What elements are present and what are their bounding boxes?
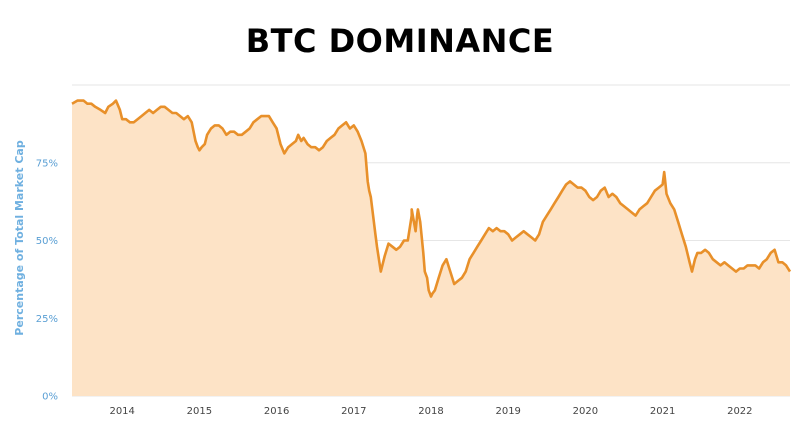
y-tick-label: 0% bbox=[42, 392, 58, 403]
x-tick-label: 2020 bbox=[573, 406, 598, 417]
x-tick-label: 2017 bbox=[341, 406, 366, 417]
y-axis-label: Percentage of Total Market Cap bbox=[13, 140, 26, 336]
x-tick-label: 2016 bbox=[264, 406, 289, 417]
x-tick-label: 2022 bbox=[727, 406, 752, 417]
x-tick-label: 2019 bbox=[495, 406, 520, 417]
x-tick-labels: 2014 2015 2016 2017 2018 2019 2020 2021 2022 bbox=[109, 406, 752, 417]
chart-title: BTC DOMINANCE bbox=[245, 22, 555, 60]
y-tick-label: 25% bbox=[36, 314, 58, 325]
line-layer bbox=[71, 99, 792, 298]
area-layer bbox=[72, 100, 790, 396]
x-tick-label: 2014 bbox=[109, 406, 134, 417]
y-tick-label: 50% bbox=[36, 236, 58, 247]
dominance-area bbox=[72, 100, 790, 396]
y-tick-label: 75% bbox=[36, 158, 58, 169]
y-tick-labels: 0% 25% 50% 75% bbox=[36, 158, 58, 402]
x-tick-label: 2018 bbox=[418, 406, 443, 417]
dominance-line bbox=[71, 99, 792, 298]
x-tick-label: 2021 bbox=[650, 406, 675, 417]
x-tick-label: 2015 bbox=[187, 406, 212, 417]
